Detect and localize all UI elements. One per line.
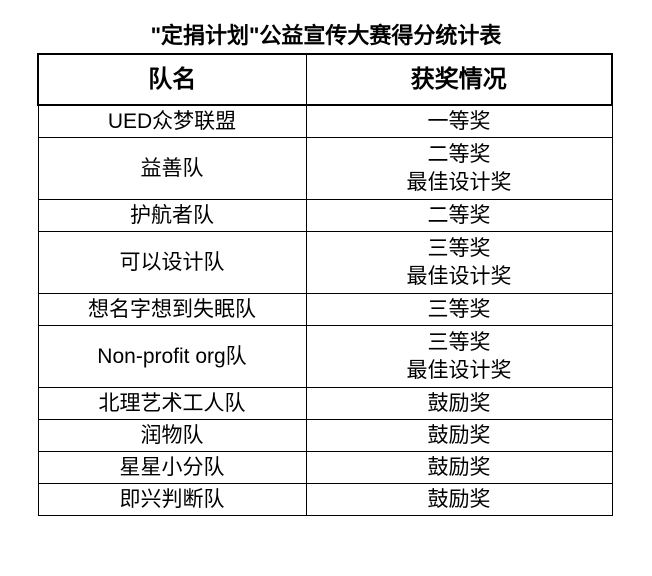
cell-award: 鼓励奖 (305, 483, 613, 516)
award-list: 鼓励奖 (307, 454, 612, 482)
cell-team-name: Non-profit org队 (37, 325, 307, 388)
cell-award: 二等奖 最佳设计奖 (305, 137, 613, 200)
award-list: 二等奖 (307, 202, 612, 230)
table-row: 想名字想到失眠队 三等奖 (37, 293, 613, 326)
column-header-award: 获奖情况 (305, 53, 613, 106)
table-row: 星星小分队 鼓励奖 (37, 451, 613, 484)
column-header-team: 队名 (37, 53, 307, 106)
award-item: 二等奖 (427, 203, 491, 227)
cell-team-name: 星星小分队 (37, 451, 307, 484)
table-row: Non-profit org队 三等奖最佳设计奖 (37, 325, 613, 388)
cell-team-name: 北理艺术工人队 (37, 387, 307, 420)
table-row: 即兴判断队 鼓励奖 (37, 483, 613, 516)
cell-award: 三等奖 (305, 293, 613, 326)
award-item: 二等奖 (427, 142, 491, 166)
team-name-text: 可以设计队 (119, 250, 225, 274)
cell-team-name: 益善队 (37, 137, 307, 200)
score-statistics-table: 队名 获奖情况 UED众梦联盟 一等奖 益善队 二等奖 最佳设计奖 护航者队 二等奖 可以设计… (37, 53, 613, 516)
award-list: 一等奖 (307, 108, 612, 136)
team-name-text: Non-profit org队 (97, 344, 247, 368)
cell-team-name: 即兴判断队 (37, 483, 307, 516)
award-item: 鼓励奖 (427, 423, 491, 447)
table-row: 可以设计队 三等奖最佳设计奖 (37, 231, 613, 294)
cell-team-name: UED众梦联盟 (37, 104, 307, 138)
award-item: 最佳设计奖 (406, 358, 512, 382)
award-list: 三等奖 最佳设计奖 (307, 329, 612, 385)
cell-team-name: 润物队 (37, 419, 307, 452)
team-name-text: 润物队 (140, 423, 204, 447)
award-item: 鼓励奖 (427, 487, 491, 511)
team-name-text: 益善队 (140, 156, 204, 180)
cell-award: 一等奖 (305, 104, 613, 138)
team-name-text: 护航者队 (130, 203, 214, 227)
table-row: 益善队 二等奖最佳设计奖 (37, 137, 613, 200)
team-name-text: 即兴判断队 (119, 487, 225, 511)
team-name-text: 北理艺术工人队 (98, 391, 246, 415)
award-item: 最佳设计奖 (406, 264, 512, 288)
table-row: UED众梦联盟 一等奖 (37, 104, 613, 138)
award-item: 最佳设计奖 (406, 170, 512, 194)
team-name-text: 星星小分队 (119, 455, 225, 479)
table-row: 润物队 鼓励奖 (37, 419, 613, 452)
award-item: 鼓励奖 (427, 391, 491, 415)
cell-award: 鼓励奖 (305, 419, 613, 452)
table-header-row: 队名 获奖情况 (37, 53, 613, 106)
cell-team-name: 护航者队 (37, 199, 307, 232)
award-item: 一等奖 (427, 109, 491, 133)
award-list: 鼓励奖 (307, 486, 612, 514)
cell-team-name: 可以设计队 (37, 231, 307, 294)
award-list: 三等奖 最佳设计奖 (307, 235, 612, 291)
cell-award: 三等奖 最佳设计奖 (305, 325, 613, 388)
award-list: 鼓励奖 (307, 422, 612, 450)
table-body: UED众梦联盟 一等奖 益善队 二等奖 最佳设计奖 护航者队 二等奖 可以设计队 三等奖 最佳设计… (37, 104, 613, 516)
award-item: 三等奖 (427, 330, 491, 354)
cell-award: 二等奖 (305, 199, 613, 232)
page-title: "定捐计划"公益宣传大赛得分统计表 (150, 23, 502, 48)
award-list: 二等奖 最佳设计奖 (307, 141, 612, 197)
award-item: 鼓励奖 (427, 455, 491, 479)
award-item: 三等奖 (427, 297, 491, 321)
table-row: 北理艺术工人队 鼓励奖 (37, 387, 613, 420)
cell-award: 鼓励奖 (305, 387, 613, 420)
award-list: 鼓励奖 (307, 390, 612, 418)
cell-award: 鼓励奖 (305, 451, 613, 484)
cell-award: 三等奖 最佳设计奖 (305, 231, 613, 294)
award-item: 三等奖 (427, 236, 491, 260)
award-list: 三等奖 (307, 296, 612, 324)
team-name-text: 想名字想到失眠队 (88, 297, 256, 321)
team-name-text: UED众梦联盟 (107, 109, 237, 133)
table-row: 护航者队 二等奖 (37, 199, 613, 232)
table-header: 队名 获奖情况 (37, 53, 613, 106)
cell-team-name: 想名字想到失眠队 (37, 293, 307, 326)
